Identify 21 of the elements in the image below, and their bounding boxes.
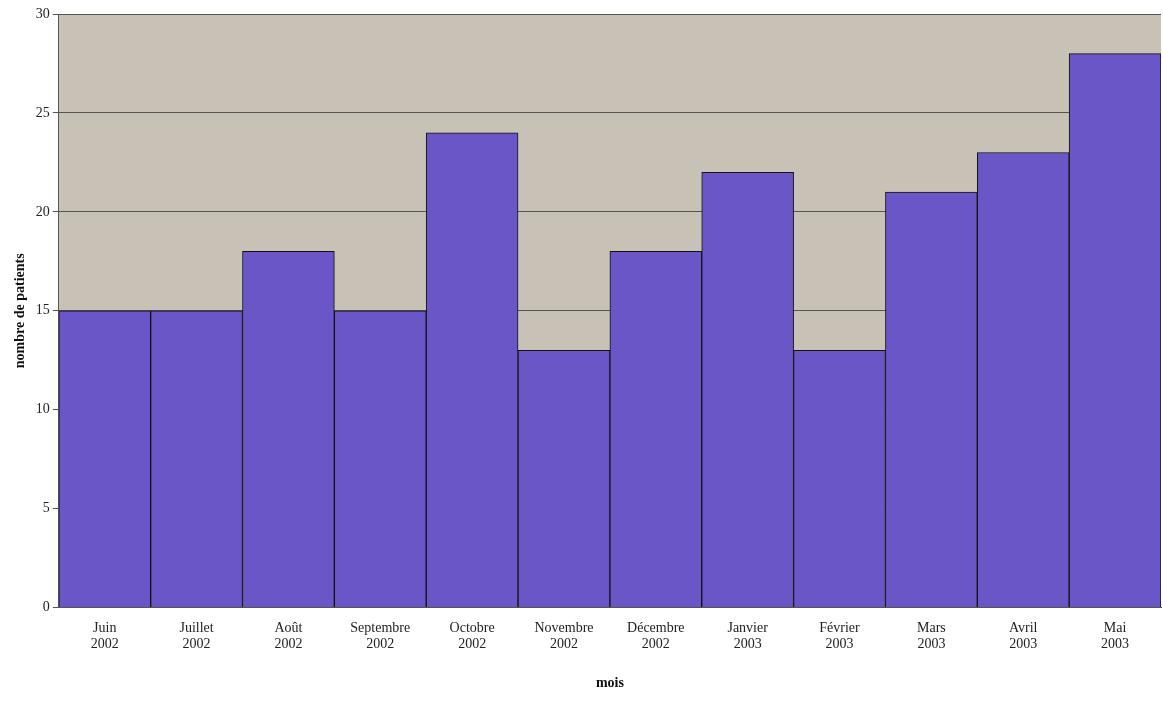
x-tick-label: Juin 2002 — [90, 619, 119, 652]
y-tick-label: 5 — [42, 500, 50, 516]
x-tick-label: Mars 2003 — [916, 619, 946, 652]
y-tick-label: 25 — [35, 104, 50, 120]
x-tick-label: Février 2003 — [819, 619, 861, 652]
y-tick-label: 20 — [35, 203, 50, 219]
y-tick-label: 10 — [35, 401, 50, 417]
x-tick-label: Décembre 2002 — [627, 619, 685, 652]
x-tick-label: Mai 2003 — [1101, 619, 1130, 652]
y-tick-label: 30 — [35, 5, 50, 21]
y-axis-title: nombre de patients — [12, 252, 28, 369]
y-tick-label: 0 — [42, 599, 50, 615]
y-tick-label: 15 — [35, 302, 50, 318]
x-tick-label: Avril 2003 — [1008, 619, 1038, 652]
x-tick-label: Janvier 2003 — [727, 619, 769, 652]
x-tick-label: Novembre 2002 — [534, 619, 594, 652]
x-tick-label: Juillet 2002 — [179, 619, 214, 652]
x-tick-label: Octobre 2002 — [449, 619, 495, 652]
x-tick-label: Septembre 2002 — [350, 619, 411, 652]
x-axis-title: mois — [595, 675, 625, 691]
x-tick-label: Août 2002 — [274, 619, 303, 652]
